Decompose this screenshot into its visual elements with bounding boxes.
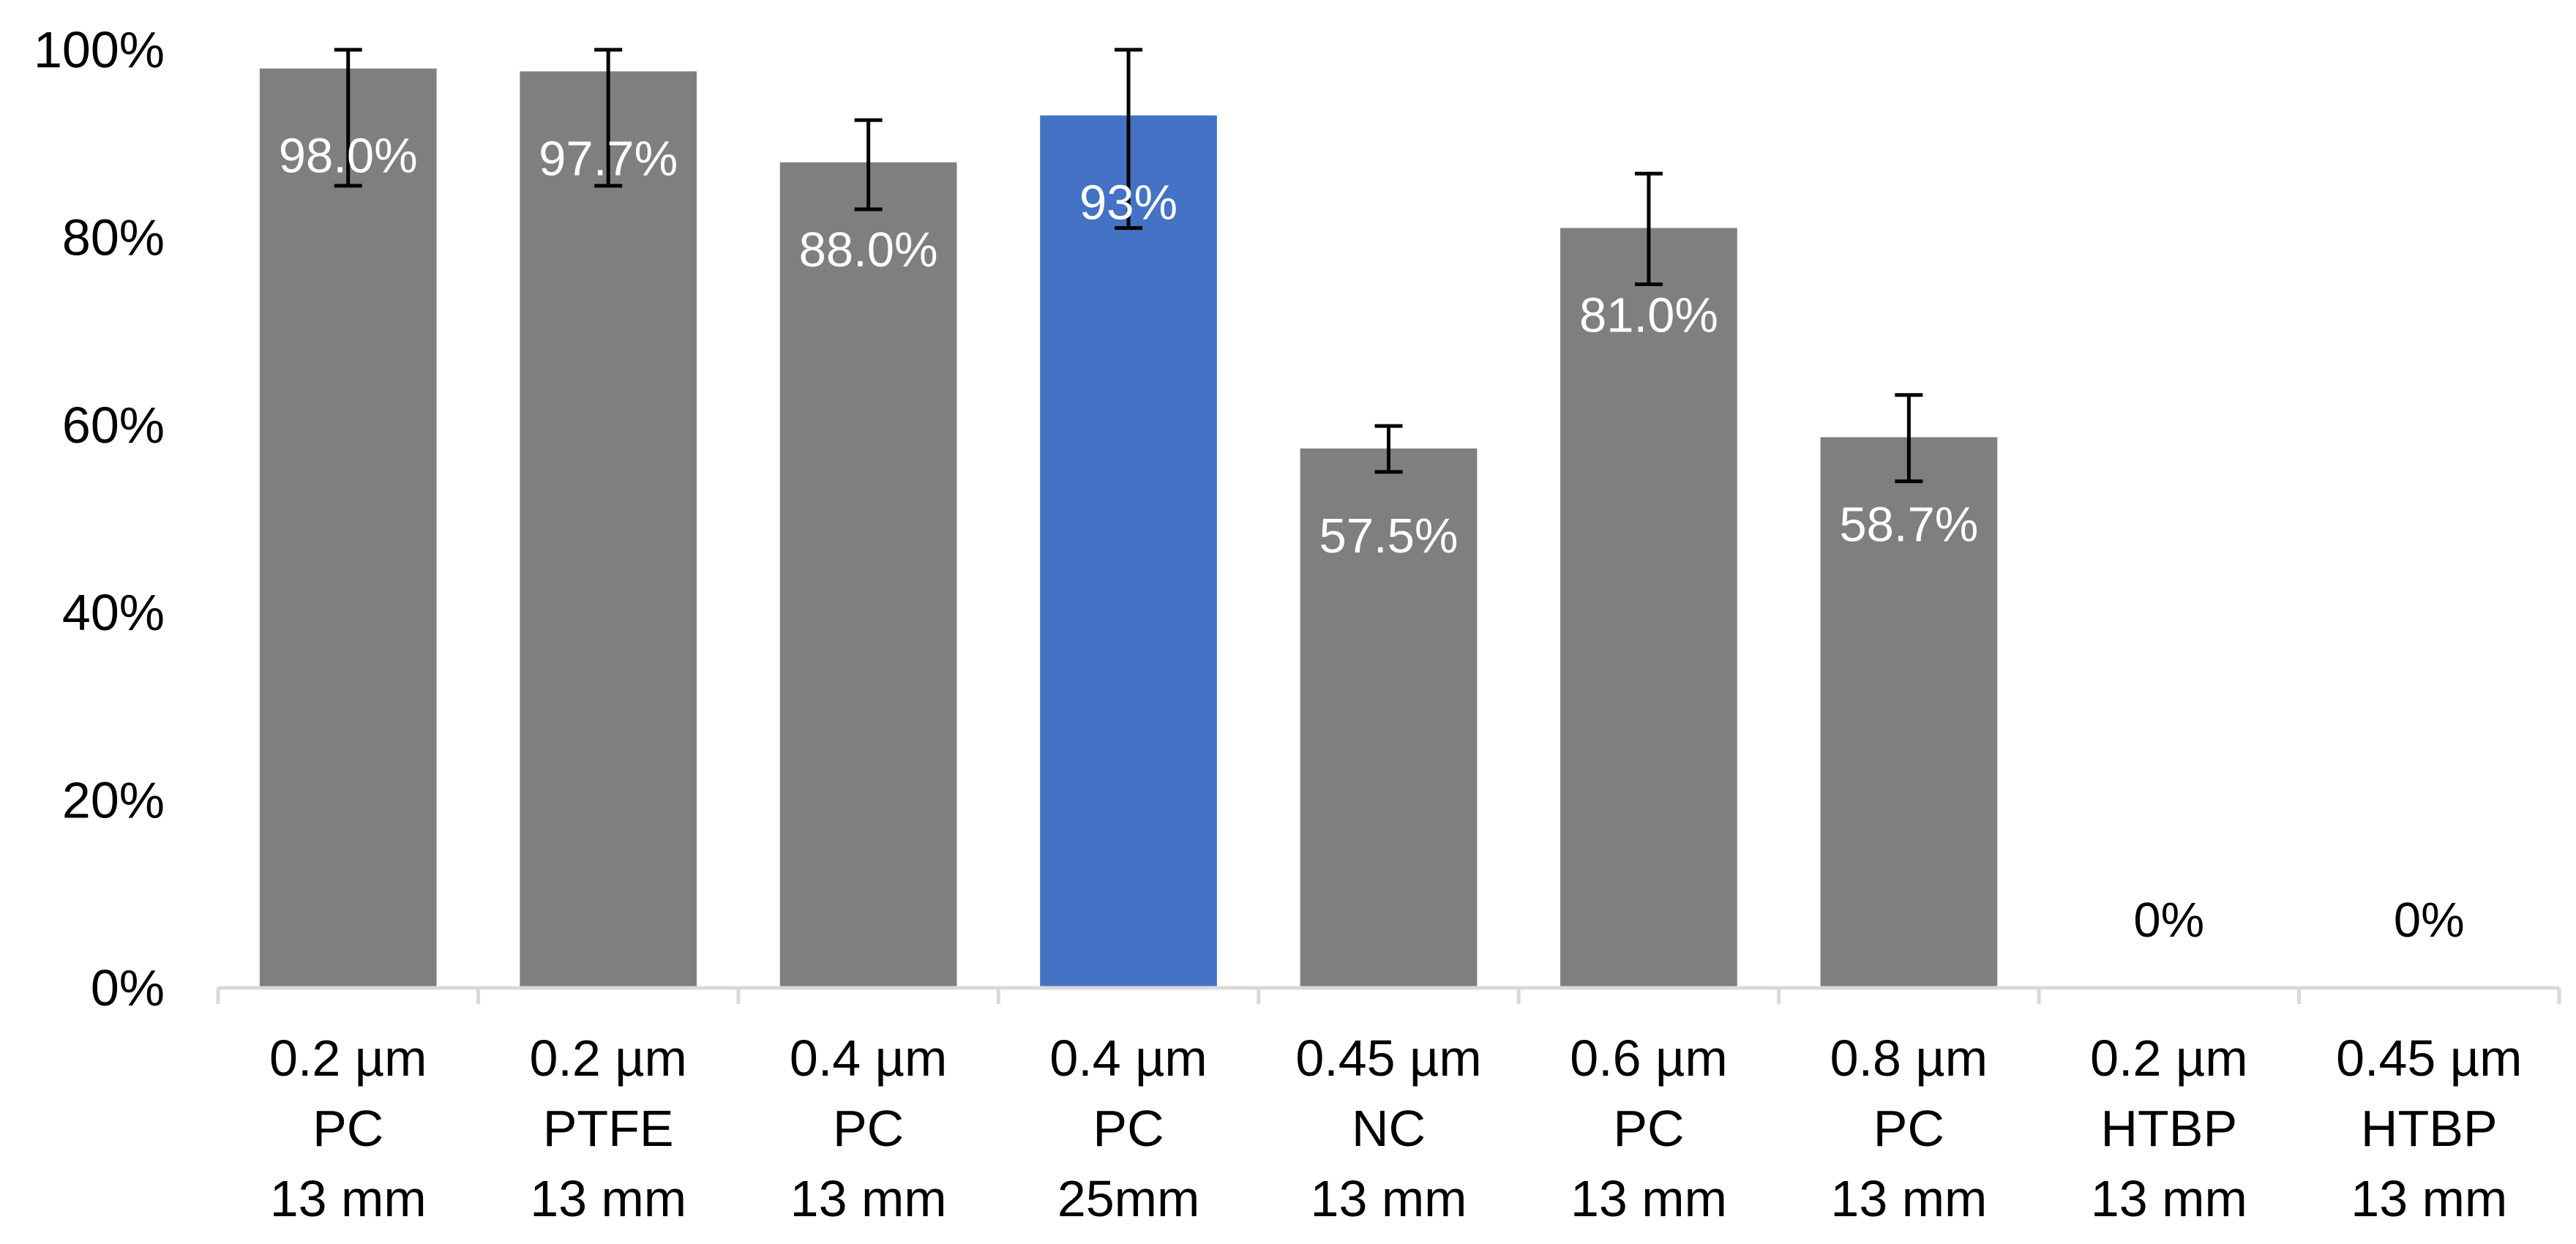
category-label-line: 0.2 µm bbox=[2090, 1030, 2247, 1087]
category-label: 0.4 µm PC 25mm bbox=[1049, 1030, 1207, 1227]
category-label-line: PTFE bbox=[543, 1100, 674, 1157]
category-label-line: 0.45 µm bbox=[1295, 1030, 1481, 1087]
error-bar bbox=[334, 48, 362, 188]
category-label-line: PC bbox=[1093, 1100, 1164, 1157]
category-label-line: 25mm bbox=[1057, 1170, 1199, 1227]
category-label-line: 13 mm bbox=[2351, 1170, 2507, 1227]
category-label-line: PC bbox=[833, 1100, 904, 1157]
y-tick-label: 40% bbox=[62, 584, 165, 641]
data-label: 81.0% bbox=[1579, 288, 1718, 343]
bar bbox=[1040, 115, 1217, 989]
data-label: 57.5% bbox=[1319, 509, 1459, 563]
category-label: 0.45 µm NC 13 mm bbox=[1295, 1030, 1481, 1227]
y-tick-label: 20% bbox=[62, 772, 165, 829]
category-label: 0.45 µm HTBP 13 mm bbox=[2336, 1030, 2522, 1227]
x-axis-category-labels: 0.2 µm PC 13 mm 0.2 µm PTFE 13 mm 0.4 µm PC 13 m… bbox=[269, 1030, 2522, 1227]
x-axis bbox=[216, 986, 2561, 1004]
category-label: 0.6 µm PC 13 mm bbox=[1570, 1030, 1727, 1227]
category-label-line: 13 mm bbox=[1311, 1170, 1467, 1227]
category-label-line: 13 mm bbox=[1570, 1170, 1727, 1227]
y-tick-label: 80% bbox=[62, 209, 165, 266]
data-label: 97.7% bbox=[539, 131, 678, 186]
bar bbox=[1300, 448, 1478, 988]
data-label: 0% bbox=[2133, 893, 2204, 948]
category-label-line: PC bbox=[1613, 1100, 1684, 1157]
category-label-line: 0.8 µm bbox=[1830, 1030, 1988, 1087]
category-label: 0.2 µm PC 13 mm bbox=[269, 1030, 427, 1227]
category-label-line: 0.6 µm bbox=[1570, 1030, 1727, 1087]
category-label: 0.2 µm HTBP 13 mm bbox=[2090, 1030, 2247, 1227]
y-tick-label: 60% bbox=[62, 397, 165, 454]
data-label: 98.0% bbox=[279, 129, 418, 184]
category-label-line: 13 mm bbox=[530, 1170, 686, 1227]
error-bar bbox=[854, 118, 883, 211]
category-label: 0.8 µm PC 13 mm bbox=[1830, 1030, 1988, 1227]
category-label-line: 13 mm bbox=[790, 1170, 947, 1227]
error-bar bbox=[1374, 424, 1403, 474]
data-label: 0% bbox=[2394, 893, 2465, 948]
category-label-line: 0.45 µm bbox=[2336, 1030, 2522, 1087]
category-label: 0.4 µm PC 13 mm bbox=[790, 1030, 947, 1227]
y-tick-label: 100% bbox=[34, 21, 165, 78]
error-bars bbox=[334, 48, 1923, 484]
bar bbox=[1560, 228, 1737, 989]
category-label-line: HTBP bbox=[2100, 1100, 2237, 1157]
data-labels: 98.0% 97.7% 88.0% 93% 57.5% 81.0% 58.7% 0% 0% bbox=[279, 129, 2465, 948]
bar bbox=[1820, 437, 1998, 988]
category-label-line: 0.4 µm bbox=[790, 1030, 947, 1087]
bar bbox=[259, 68, 437, 988]
category-label-line: NC bbox=[1352, 1100, 1426, 1157]
data-label: 88.0% bbox=[799, 222, 938, 277]
bar bbox=[779, 162, 957, 989]
category-label-line: 0.2 µm bbox=[269, 1030, 427, 1087]
bars bbox=[259, 68, 1998, 989]
error-bar bbox=[1895, 393, 1923, 484]
category-label-line: PC bbox=[312, 1100, 383, 1157]
y-axis-ticks: 0% 20% 40% 60% 80% 100% bbox=[34, 21, 165, 1016]
category-label-line: 13 mm bbox=[270, 1170, 427, 1227]
error-bar bbox=[594, 48, 623, 188]
bar bbox=[520, 71, 697, 989]
category-label: 0.2 µm PTFE 13 mm bbox=[529, 1030, 686, 1227]
data-label: 58.7% bbox=[1839, 497, 1978, 552]
category-label-line: 0.4 µm bbox=[1049, 1030, 1207, 1087]
category-label-line: HTBP bbox=[2361, 1100, 2498, 1157]
data-label: 93% bbox=[1079, 176, 1177, 231]
category-label-line: PC bbox=[1873, 1100, 1944, 1157]
category-label-line: 13 mm bbox=[2091, 1170, 2247, 1227]
category-label-line: 13 mm bbox=[1830, 1170, 1987, 1227]
y-tick-label: 0% bbox=[91, 959, 165, 1016]
category-label-line: 0.2 µm bbox=[529, 1030, 686, 1087]
error-bar bbox=[1634, 171, 1663, 286]
error-bar bbox=[1115, 48, 1143, 231]
